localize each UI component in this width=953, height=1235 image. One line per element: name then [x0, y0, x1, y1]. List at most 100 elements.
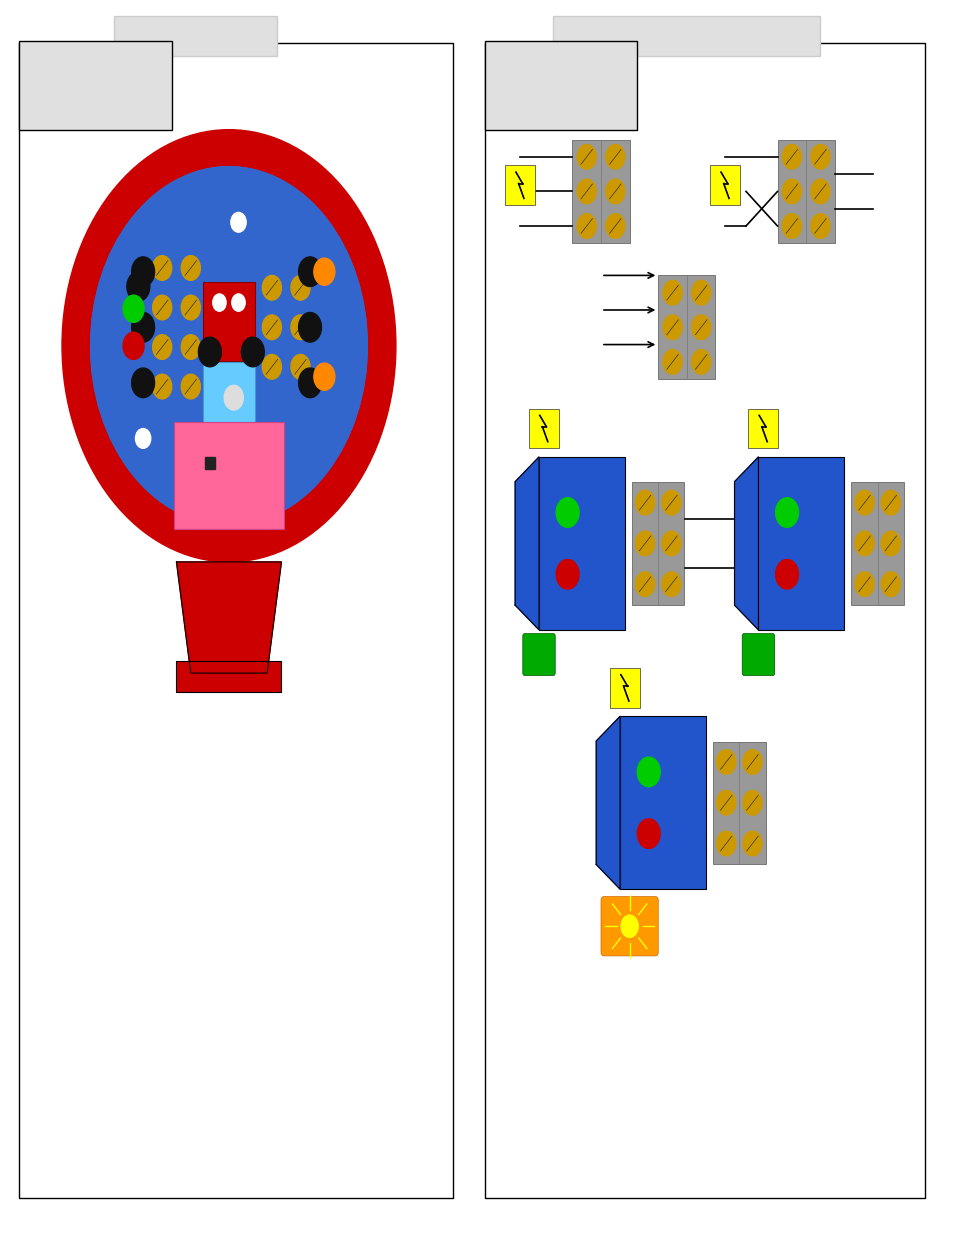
Circle shape — [577, 144, 596, 169]
FancyBboxPatch shape — [257, 268, 314, 387]
FancyBboxPatch shape — [203, 282, 254, 361]
Circle shape — [620, 915, 638, 937]
Circle shape — [152, 374, 172, 399]
Circle shape — [742, 750, 761, 774]
FancyBboxPatch shape — [173, 422, 284, 529]
FancyBboxPatch shape — [741, 634, 774, 676]
Circle shape — [224, 385, 243, 410]
FancyBboxPatch shape — [572, 140, 629, 243]
Circle shape — [262, 315, 281, 340]
Circle shape — [181, 295, 200, 320]
FancyBboxPatch shape — [504, 165, 535, 205]
Circle shape — [556, 498, 578, 527]
Circle shape — [132, 257, 154, 287]
Circle shape — [314, 258, 335, 285]
Circle shape — [577, 179, 596, 204]
FancyBboxPatch shape — [176, 661, 281, 692]
Circle shape — [881, 531, 900, 556]
Circle shape — [262, 354, 281, 379]
Circle shape — [123, 332, 144, 359]
Circle shape — [298, 368, 321, 398]
FancyBboxPatch shape — [658, 275, 715, 379]
Circle shape — [298, 312, 321, 342]
Circle shape — [775, 498, 798, 527]
Circle shape — [742, 790, 761, 815]
Circle shape — [605, 179, 624, 204]
Polygon shape — [515, 457, 538, 630]
Circle shape — [291, 354, 310, 379]
FancyBboxPatch shape — [631, 482, 684, 604]
Circle shape — [662, 315, 681, 340]
Circle shape — [181, 374, 200, 399]
Bar — [205, 457, 214, 469]
FancyBboxPatch shape — [553, 16, 820, 56]
Circle shape — [635, 572, 654, 597]
Circle shape — [661, 490, 680, 515]
Circle shape — [198, 337, 221, 367]
Circle shape — [605, 214, 624, 238]
Circle shape — [123, 295, 144, 322]
FancyBboxPatch shape — [484, 41, 637, 130]
Circle shape — [637, 757, 659, 787]
Circle shape — [635, 490, 654, 515]
Circle shape — [691, 350, 710, 374]
FancyBboxPatch shape — [777, 140, 834, 243]
Circle shape — [556, 559, 578, 589]
Circle shape — [577, 214, 596, 238]
Circle shape — [810, 214, 829, 238]
Circle shape — [181, 335, 200, 359]
Circle shape — [152, 295, 172, 320]
Circle shape — [298, 257, 321, 287]
Circle shape — [716, 831, 735, 856]
Circle shape — [662, 280, 681, 305]
Circle shape — [781, 144, 801, 169]
Circle shape — [661, 572, 680, 597]
Circle shape — [91, 167, 367, 525]
Circle shape — [132, 312, 154, 342]
Circle shape — [181, 256, 200, 280]
Polygon shape — [734, 457, 758, 630]
Circle shape — [781, 214, 801, 238]
Circle shape — [881, 572, 900, 597]
FancyBboxPatch shape — [19, 41, 172, 130]
Circle shape — [241, 337, 264, 367]
FancyBboxPatch shape — [538, 457, 624, 630]
Polygon shape — [176, 562, 281, 673]
Circle shape — [742, 831, 761, 856]
Circle shape — [152, 256, 172, 280]
FancyBboxPatch shape — [528, 409, 558, 448]
Circle shape — [635, 531, 654, 556]
Circle shape — [854, 572, 873, 597]
FancyBboxPatch shape — [619, 716, 705, 889]
FancyBboxPatch shape — [850, 482, 903, 604]
FancyBboxPatch shape — [114, 16, 276, 56]
Circle shape — [232, 294, 245, 311]
Circle shape — [637, 819, 659, 848]
Circle shape — [854, 490, 873, 515]
FancyBboxPatch shape — [713, 741, 765, 864]
Circle shape — [291, 315, 310, 340]
Polygon shape — [596, 716, 619, 889]
Circle shape — [775, 559, 798, 589]
Circle shape — [854, 531, 873, 556]
Circle shape — [291, 275, 310, 300]
FancyBboxPatch shape — [600, 897, 658, 956]
FancyBboxPatch shape — [758, 457, 843, 630]
Circle shape — [231, 212, 246, 232]
Circle shape — [781, 179, 801, 204]
Circle shape — [716, 790, 735, 815]
Circle shape — [135, 429, 151, 448]
Circle shape — [661, 531, 680, 556]
Circle shape — [127, 272, 150, 301]
Circle shape — [691, 280, 710, 305]
FancyBboxPatch shape — [709, 165, 740, 205]
Circle shape — [881, 490, 900, 515]
Circle shape — [605, 144, 624, 169]
Circle shape — [132, 368, 154, 398]
FancyBboxPatch shape — [522, 634, 555, 676]
FancyBboxPatch shape — [203, 362, 254, 429]
Circle shape — [810, 144, 829, 169]
Circle shape — [691, 315, 710, 340]
Circle shape — [213, 294, 226, 311]
FancyBboxPatch shape — [484, 43, 924, 1198]
